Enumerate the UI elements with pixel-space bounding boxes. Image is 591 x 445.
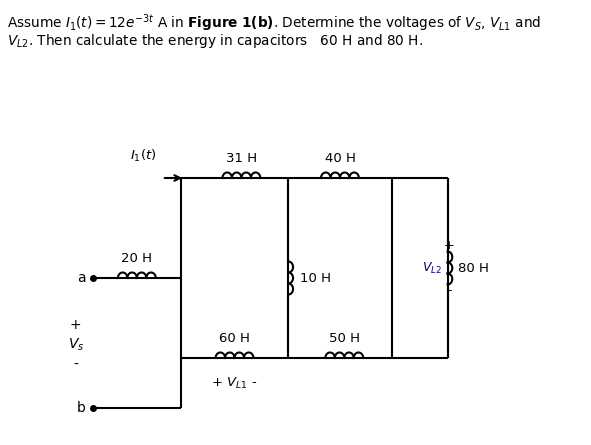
Text: -: -: [73, 358, 78, 372]
Text: b: b: [77, 401, 86, 415]
Text: 10 H: 10 H: [300, 271, 332, 284]
Text: -: -: [447, 284, 452, 297]
Text: $V_s$: $V_s$: [67, 337, 84, 353]
Text: 20 H: 20 H: [121, 252, 152, 265]
Text: +: +: [70, 318, 82, 332]
Text: $V_{L2}$: $V_{L2}$: [423, 260, 443, 275]
Text: $V_{L2}$. Then calculate the energy in capacitors   60 H and 80 H.: $V_{L2}$. Then calculate the energy in c…: [7, 32, 423, 50]
Text: a: a: [77, 271, 86, 285]
Text: 50 H: 50 H: [329, 332, 360, 345]
Text: 31 H: 31 H: [226, 152, 257, 165]
Text: 60 H: 60 H: [219, 332, 250, 345]
Text: 80 H: 80 H: [458, 262, 489, 275]
Text: +: +: [444, 239, 454, 252]
Text: $I_1(t)$: $I_1(t)$: [130, 148, 157, 164]
Text: 40 H: 40 H: [324, 152, 355, 165]
Text: + $V_{L1}$ -: + $V_{L1}$ -: [212, 376, 258, 391]
Text: Assume $I_1(t) = 12e^{-3t}$ A in $\mathbf{Figure\ 1(b)}$. Determine the voltages: Assume $I_1(t) = 12e^{-3t}$ A in $\mathb…: [7, 12, 541, 34]
